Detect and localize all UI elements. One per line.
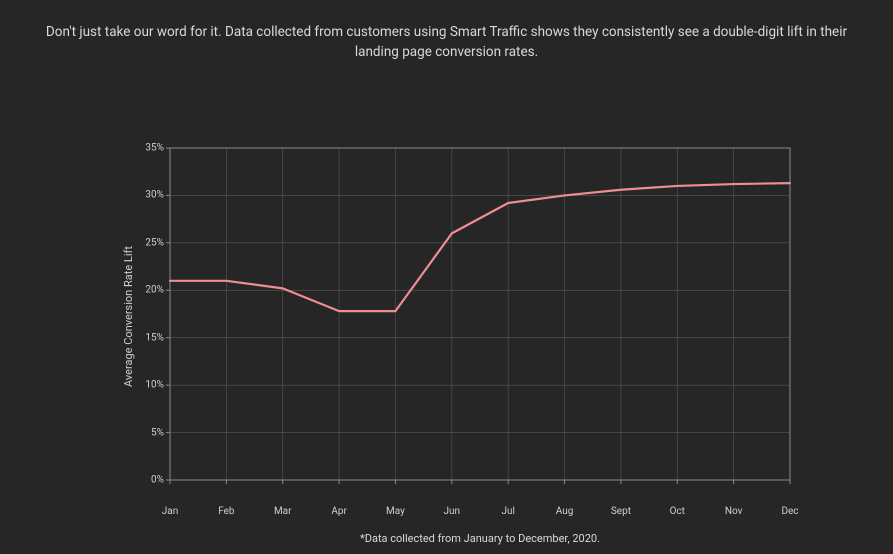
y-tick-label: 10% (136, 380, 164, 391)
x-tick-label: May (386, 506, 405, 517)
y-tick-label: 0% (136, 475, 164, 486)
x-tick-label: Mar (274, 506, 292, 517)
y-tick-label: 15% (136, 332, 164, 343)
x-tick-label: Apr (331, 506, 347, 517)
y-tick-label: 20% (136, 285, 164, 296)
x-tick-label: Nov (725, 506, 743, 517)
x-tick-label: Oct (670, 506, 685, 517)
x-tick-label: Dec (781, 506, 798, 517)
y-tick-label: 35% (136, 143, 164, 154)
x-tick-label: Aug (556, 506, 574, 517)
x-tick-label: Jul (501, 506, 514, 517)
x-tick-label: Jan (162, 506, 178, 517)
x-tick-label: Jun (444, 506, 461, 517)
intro-text: Don't just take our word for it. Data co… (0, 22, 893, 63)
y-axis-label: Average Conversion Rate Lift (122, 246, 135, 387)
y-tick-label: 30% (136, 190, 164, 201)
chart-svg (60, 110, 840, 490)
y-tick-label: 25% (136, 237, 164, 248)
x-tick-label: Feb (218, 506, 234, 517)
y-tick-label: 5% (136, 427, 164, 438)
chart-footnote: *Data collected from January to December… (170, 532, 790, 545)
conversion-lift-chart: Average Conversion Rate Lift 0% 5% 10% 15% 2… (60, 110, 840, 540)
x-tick-label: Sept (611, 506, 631, 517)
